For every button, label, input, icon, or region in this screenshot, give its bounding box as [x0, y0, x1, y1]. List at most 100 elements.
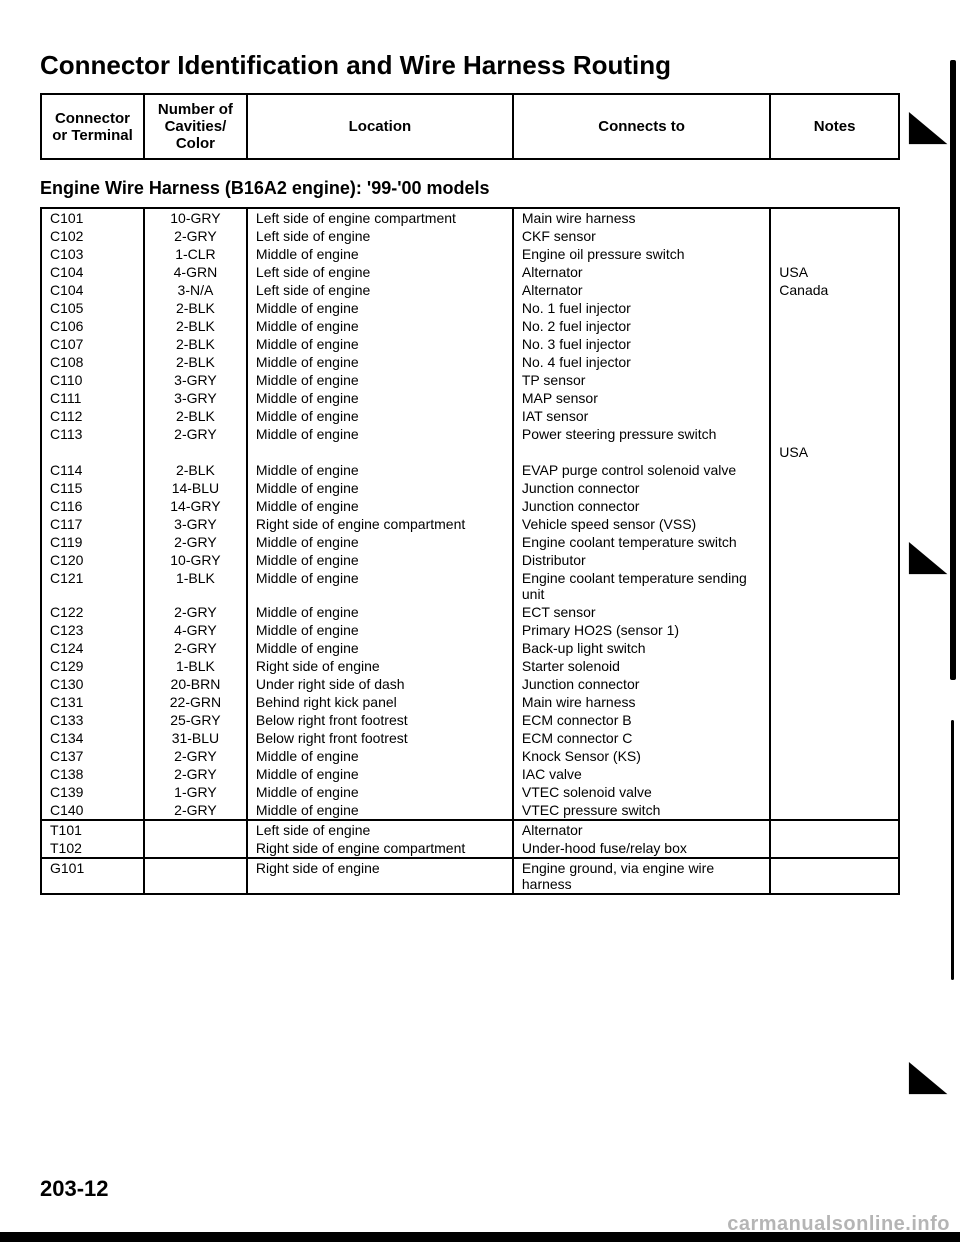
connector-cell: G101 [41, 858, 144, 894]
header-notes: Notes [770, 94, 899, 159]
connects-cell [513, 443, 770, 461]
location-cell: Middle of engine [247, 389, 513, 407]
notes-cell [770, 299, 899, 317]
table-row: C1103-GRYMiddle of engineTP sensor [41, 371, 899, 389]
connects-cell: No. 4 fuel injector [513, 353, 770, 371]
connector-cell: C116 [41, 497, 144, 515]
table-row: C1082-BLKMiddle of engineNo. 4 fuel inje… [41, 353, 899, 371]
connector-cell: C140 [41, 801, 144, 820]
location-cell: Middle of engine [247, 407, 513, 425]
connector-cell: C101 [41, 208, 144, 227]
notes-cell [770, 639, 899, 657]
connects-cell: Alternator [513, 820, 770, 839]
notes-cell [770, 801, 899, 820]
location-cell: Right side of engine [247, 657, 513, 675]
connects-cell: Power steering pressure switch [513, 425, 770, 443]
location-cell: Middle of engine [247, 747, 513, 765]
cavities-cell: 2-GRY [144, 765, 247, 783]
thumb-tab-icon: ◣ [908, 1050, 947, 1099]
table-row: C1072-BLKMiddle of engineNo. 3 fuel inje… [41, 335, 899, 353]
cavities-cell: 2-GRY [144, 603, 247, 621]
connector-cell: C121 [41, 569, 144, 603]
connects-cell: Main wire harness [513, 208, 770, 227]
cavities-cell: 10-GRY [144, 208, 247, 227]
connector-cell: C120 [41, 551, 144, 569]
connects-cell: No. 3 fuel injector [513, 335, 770, 353]
location-cell: Left side of engine [247, 281, 513, 299]
notes-cell [770, 657, 899, 675]
notes-cell [770, 711, 899, 729]
connects-cell: Main wire harness [513, 693, 770, 711]
table-row: C1022-GRYLeft side of engineCKF sensor [41, 227, 899, 245]
location-cell: Middle of engine [247, 497, 513, 515]
table-row: C13431-BLUBelow right front footrestECM … [41, 729, 899, 747]
connector-cell: C108 [41, 353, 144, 371]
cavities-cell: 4-GRN [144, 263, 247, 281]
connects-cell: Alternator [513, 263, 770, 281]
cavities-cell: 14-BLU [144, 479, 247, 497]
connector-cell: T101 [41, 820, 144, 839]
location-cell: Middle of engine [247, 603, 513, 621]
connector-cell: C124 [41, 639, 144, 657]
table-row: C1242-GRYMiddle of engineBack-up light s… [41, 639, 899, 657]
location-cell: Left side of engine [247, 263, 513, 281]
notes-cell [770, 693, 899, 711]
location-cell: Middle of engine [247, 353, 513, 371]
cavities-cell: 3-GRY [144, 371, 247, 389]
table-row: C11514-BLUMiddle of engineJunction conne… [41, 479, 899, 497]
connector-cell: C110 [41, 371, 144, 389]
connects-cell: No. 2 fuel injector [513, 317, 770, 335]
table-row: C1031-CLRMiddle of engineEngine oil pres… [41, 245, 899, 263]
connector-cell: C111 [41, 389, 144, 407]
cavities-cell: 2-GRY [144, 227, 247, 245]
connector-cell: C104 [41, 263, 144, 281]
location-cell: Below right front footrest [247, 729, 513, 747]
location-cell: Middle of engine [247, 461, 513, 479]
cavities-cell: 1-GRY [144, 783, 247, 801]
cavities-cell: 31-BLU [144, 729, 247, 747]
table-row: C11614-GRYMiddle of engineJunction conne… [41, 497, 899, 515]
notes-cell [770, 515, 899, 533]
location-cell: Right side of engine [247, 858, 513, 894]
connector-cell: T102 [41, 839, 144, 858]
bottom-bar [0, 1232, 960, 1242]
connector-cell: C113 [41, 425, 144, 443]
table-row: C13325-GRYBelow right front footrestECM … [41, 711, 899, 729]
connector-cell: C106 [41, 317, 144, 335]
connector-cell: C131 [41, 693, 144, 711]
connects-cell: Vehicle speed sensor (VSS) [513, 515, 770, 533]
cavities-cell: 1-CLR [144, 245, 247, 263]
table-row: C1052-BLKMiddle of engineNo. 1 fuel inje… [41, 299, 899, 317]
connector-cell: C129 [41, 657, 144, 675]
notes-cell [770, 839, 899, 858]
connector-cell: C107 [41, 335, 144, 353]
connects-cell: Engine coolant temperature sending unit [513, 569, 770, 603]
notes-cell [770, 747, 899, 765]
location-cell: Below right front footrest [247, 711, 513, 729]
location-cell: Middle of engine [247, 371, 513, 389]
header-table: Connector or Terminal Number of Cavities… [40, 93, 900, 160]
cavities-cell [144, 820, 247, 839]
connects-cell: Knock Sensor (KS) [513, 747, 770, 765]
binding-line [950, 60, 956, 680]
notes-cell [770, 389, 899, 407]
notes-cell [770, 603, 899, 621]
page: Connector Identification and Wire Harnes… [0, 0, 960, 1242]
table-row: C12010-GRYMiddle of engineDistributor [41, 551, 899, 569]
location-cell: Middle of engine [247, 299, 513, 317]
notes-cell [770, 551, 899, 569]
connects-cell: Back-up light switch [513, 639, 770, 657]
notes-cell [770, 353, 899, 371]
connects-cell: ECT sensor [513, 603, 770, 621]
cavities-cell: 2-BLK [144, 299, 247, 317]
table-row: C1062-BLKMiddle of engineNo. 2 fuel inje… [41, 317, 899, 335]
connects-cell: VTEC solenoid valve [513, 783, 770, 801]
location-cell: Left side of engine [247, 227, 513, 245]
table-row: T101Left side of engineAlternator [41, 820, 899, 839]
connects-cell: MAP sensor [513, 389, 770, 407]
notes-cell: USA [770, 443, 899, 461]
location-cell: Middle of engine [247, 425, 513, 443]
location-cell: Middle of engine [247, 479, 513, 497]
connector-cell: C138 [41, 765, 144, 783]
notes-cell [770, 497, 899, 515]
